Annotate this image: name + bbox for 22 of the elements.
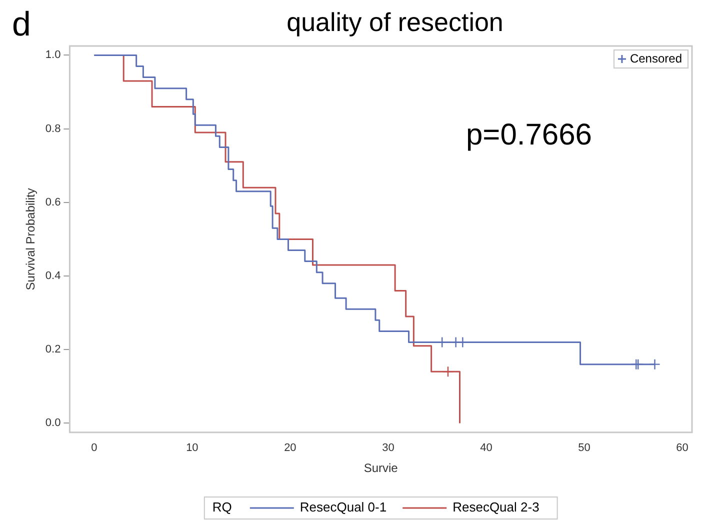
legend-label: ResecQual 2-3 [452,500,540,515]
y-axis-title: Survival Probability [24,188,38,290]
x-tick-label: 10 [186,442,198,454]
x-axis-title: Survie [364,461,398,476]
annotation: p=0.7666 [466,118,592,152]
y-tick-label: 1.0 [45,49,61,62]
y-tick-label: 0.4 [45,270,61,282]
y-tick-label: 0.6 [45,196,61,208]
legend-title: RQ [212,500,232,515]
x-tick-label: 30 [382,442,394,454]
x-tick-label: 40 [480,442,492,454]
legend-label: Censored [630,51,682,66]
legend-label: ResecQual 0-1 [300,500,387,515]
x-tick-label: 60 [676,442,688,454]
x-tick-label: 50 [578,442,590,454]
chart-title: quality of resection [286,7,504,38]
y-tick-label: 0.0 [45,417,61,430]
text: d [12,5,31,44]
y-tick-label: 0.8 [45,122,61,135]
x-tick-label: 0 [91,442,98,454]
y-tick-label: 0.2 [45,344,61,356]
x-tick-label: 20 [284,442,296,454]
